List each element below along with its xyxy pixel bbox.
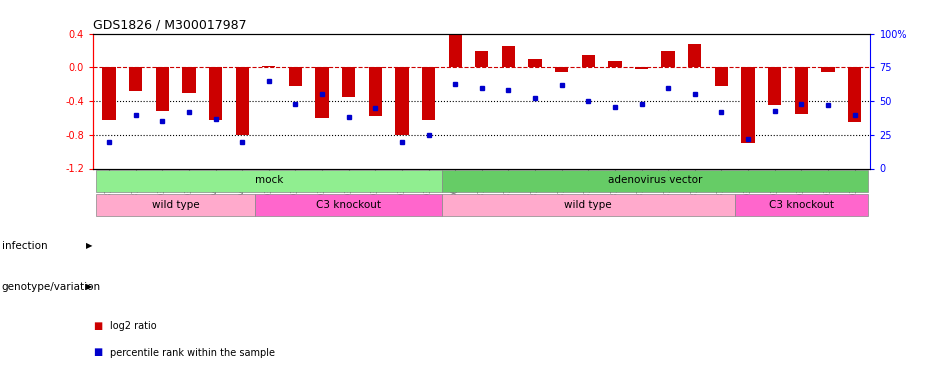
Bar — [342, 68, 356, 97]
Bar — [236, 68, 249, 135]
Bar — [255, 194, 442, 216]
Bar — [449, 35, 462, 68]
Bar — [741, 68, 755, 143]
Bar — [688, 44, 701, 68]
Bar — [848, 68, 861, 122]
Bar — [442, 194, 735, 216]
Bar — [715, 68, 728, 86]
Text: C3 knockout: C3 knockout — [317, 200, 381, 210]
Bar — [102, 68, 115, 120]
Bar — [555, 68, 568, 72]
Bar — [608, 61, 622, 68]
Text: ▶: ▶ — [86, 241, 92, 250]
Bar — [182, 68, 196, 93]
Text: ■: ■ — [93, 348, 102, 357]
Bar — [316, 68, 329, 118]
Bar — [422, 68, 435, 120]
Text: C3 knockout: C3 knockout — [769, 200, 834, 210]
Text: mock: mock — [254, 175, 283, 185]
Text: ■: ■ — [93, 321, 102, 331]
Text: wild type: wild type — [564, 200, 612, 210]
Bar — [502, 46, 515, 68]
Bar — [662, 51, 675, 68]
Text: ▶: ▶ — [86, 282, 92, 291]
Bar — [768, 68, 781, 105]
Bar — [369, 68, 382, 116]
Bar — [475, 51, 489, 68]
Bar — [529, 59, 542, 68]
Bar — [821, 68, 834, 72]
Bar — [582, 55, 595, 68]
Bar — [209, 68, 223, 120]
Bar — [735, 194, 868, 216]
Text: genotype/variation: genotype/variation — [2, 282, 101, 292]
Text: infection: infection — [2, 241, 47, 250]
Bar — [155, 68, 169, 111]
Bar — [635, 68, 648, 69]
Bar — [96, 170, 442, 192]
Bar — [795, 68, 808, 114]
Text: percentile rank within the sample: percentile rank within the sample — [110, 348, 275, 357]
Bar — [396, 68, 409, 135]
Text: GDS1826 / M300017987: GDS1826 / M300017987 — [93, 18, 247, 31]
Bar — [442, 170, 868, 192]
Bar — [129, 68, 142, 91]
Bar — [263, 66, 276, 68]
Text: log2 ratio: log2 ratio — [110, 321, 156, 331]
Bar — [289, 68, 302, 86]
Text: wild type: wild type — [152, 200, 199, 210]
Text: adenovirus vector: adenovirus vector — [608, 175, 702, 185]
Bar — [96, 194, 255, 216]
